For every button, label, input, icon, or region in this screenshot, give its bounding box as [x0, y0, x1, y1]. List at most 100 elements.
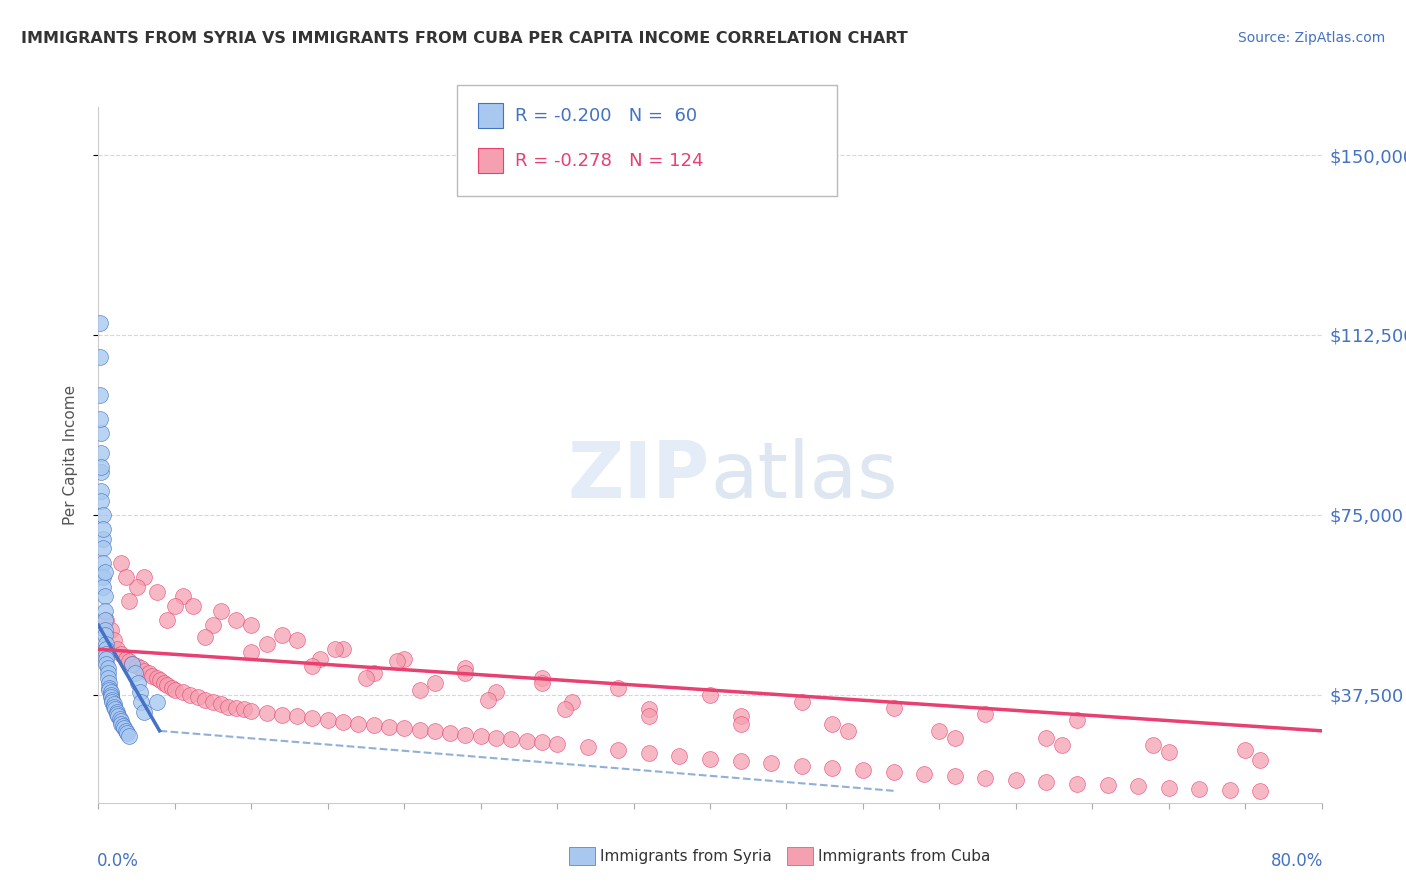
Text: ZIP: ZIP	[568, 438, 710, 514]
Text: 0.0%: 0.0%	[97, 852, 139, 870]
Point	[821, 761, 844, 775]
Point	[730, 754, 752, 768]
Point	[94, 657, 117, 671]
Point	[378, 719, 401, 733]
Point	[209, 604, 232, 618]
Point	[98, 683, 121, 698]
Point	[94, 647, 117, 661]
Point	[89, 350, 111, 364]
Point	[179, 688, 201, 702]
Point	[149, 673, 172, 688]
Point	[554, 702, 576, 716]
Point	[163, 599, 186, 613]
Point	[100, 685, 122, 699]
Point	[392, 721, 416, 735]
Point	[240, 618, 263, 632]
Point	[112, 722, 135, 736]
Point	[118, 654, 141, 668]
Point	[225, 614, 247, 628]
Text: IMMIGRANTS FROM SYRIA VS IMMIGRANTS FROM CUBA PER CAPITA INCOME CORRELATION CHAR: IMMIGRANTS FROM SYRIA VS IMMIGRANTS FROM…	[21, 31, 908, 46]
Point	[1157, 780, 1180, 795]
Point	[852, 763, 875, 777]
Point	[285, 709, 308, 723]
Point	[160, 681, 183, 695]
Point	[912, 767, 935, 781]
Point	[93, 623, 115, 637]
Point	[607, 743, 630, 757]
Point	[1128, 780, 1150, 794]
Point	[129, 661, 152, 675]
Point	[730, 709, 752, 723]
Point	[94, 642, 117, 657]
Text: 80.0%: 80.0%	[1271, 852, 1323, 870]
Point	[110, 647, 132, 661]
Point	[90, 465, 112, 479]
Point	[1249, 753, 1271, 767]
Point	[1157, 746, 1180, 760]
Point	[115, 652, 138, 666]
Point	[156, 678, 179, 692]
Point	[363, 718, 385, 732]
Point	[89, 316, 111, 330]
Point	[883, 765, 905, 780]
Point	[576, 740, 599, 755]
Point	[1050, 738, 1073, 752]
Point	[94, 637, 117, 651]
Point	[1004, 772, 1026, 787]
Point	[363, 666, 385, 681]
Point	[98, 676, 121, 690]
Point	[637, 702, 661, 716]
Point	[98, 681, 121, 695]
Point	[110, 714, 132, 729]
Point	[439, 725, 461, 739]
Point	[423, 724, 446, 739]
Point	[101, 692, 124, 706]
Point	[91, 532, 114, 546]
Point	[91, 522, 114, 536]
Point	[470, 729, 492, 743]
Point	[90, 459, 112, 474]
Point	[546, 737, 568, 751]
Point	[385, 654, 408, 668]
Point	[332, 715, 354, 730]
Text: atlas: atlas	[710, 438, 897, 514]
Point	[89, 412, 111, 426]
Point	[145, 695, 167, 709]
Point	[194, 630, 217, 644]
Point	[561, 695, 583, 709]
Point	[332, 642, 354, 657]
Point	[115, 570, 138, 584]
Point	[637, 709, 661, 723]
Point	[97, 666, 120, 681]
Point	[607, 681, 630, 695]
Point	[1188, 781, 1211, 796]
Point	[316, 713, 339, 727]
Point	[1097, 778, 1119, 792]
Point	[127, 676, 149, 690]
Point	[90, 483, 112, 498]
Point	[240, 704, 263, 718]
Point	[181, 599, 204, 613]
Point	[759, 756, 782, 771]
Point	[97, 661, 120, 675]
Point	[516, 734, 538, 748]
Point	[943, 731, 966, 745]
Point	[104, 702, 127, 716]
Point	[129, 695, 152, 709]
Point	[125, 659, 148, 673]
Point	[285, 632, 308, 647]
Point	[730, 716, 752, 731]
Point	[118, 594, 141, 608]
Point	[270, 707, 292, 722]
Point	[790, 759, 813, 773]
Point	[668, 748, 690, 763]
Point	[530, 735, 553, 749]
Point	[91, 580, 114, 594]
Point	[256, 706, 278, 720]
Point	[93, 590, 115, 604]
Point	[347, 716, 370, 731]
Point	[134, 570, 156, 584]
Point	[408, 683, 430, 698]
Point	[821, 716, 844, 731]
Point	[501, 732, 523, 747]
